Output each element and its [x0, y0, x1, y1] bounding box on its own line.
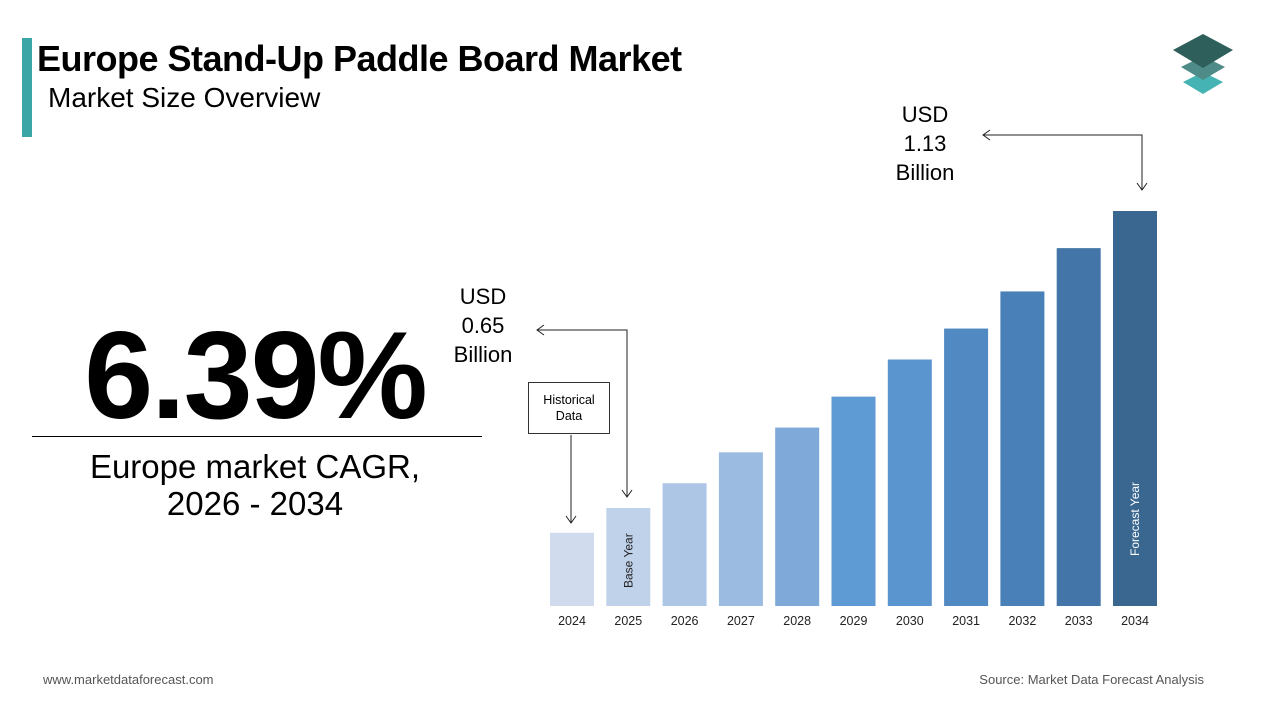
x-tick-label: 2031 [952, 614, 980, 628]
divider [32, 436, 482, 437]
start-arrow [536, 324, 633, 498]
title-accent-bar [22, 38, 32, 137]
bar-2025 [606, 508, 651, 606]
callout-text: 0.65 [461, 313, 505, 338]
bar-2032 [1000, 291, 1045, 606]
x-tick-label: 2033 [1065, 614, 1093, 628]
x-tick-label: 2024 [558, 614, 586, 628]
callout-text: USD [459, 284, 507, 309]
x-tick-label: 2029 [840, 614, 868, 628]
bar-2030 [887, 359, 932, 606]
website-link[interactable]: www.marketdataforecast.com [43, 672, 214, 687]
x-tick-label: 2030 [896, 614, 924, 628]
x-tick-label: 2027 [727, 614, 755, 628]
bar-annotation: Forecast Year [1128, 482, 1142, 556]
x-tick-label: 2025 [614, 614, 642, 628]
cagr-label-line1: Europe market CAGR, [89, 448, 421, 485]
stacked-layers-icon [1173, 34, 1233, 94]
callout-arrows [536, 129, 1148, 524]
bar-2034 [1113, 211, 1157, 606]
cagr-label-line2: 2026 - 2034 [166, 485, 344, 522]
start-value-callout: USD 0.65 Billion [443, 282, 523, 369]
bar-2028 [775, 427, 820, 606]
end-value-callout: USD 1.13 Billion [885, 100, 965, 187]
historical-text: Historical [543, 393, 595, 407]
bar-2031 [944, 328, 989, 606]
x-tick-label: 2028 [783, 614, 811, 628]
callout-text: USD [901, 102, 949, 127]
x-tick-label: 2034 [1121, 614, 1149, 628]
page-subtitle: Market Size Overview [48, 82, 321, 113]
bar-2029 [831, 396, 876, 606]
callout-text: 1.13 [903, 131, 947, 156]
bar-annotation: Base Year [621, 533, 635, 588]
bar-2027 [718, 452, 763, 606]
bar-2033 [1056, 248, 1101, 606]
historical-text: Data [555, 409, 583, 423]
end-arrow [982, 129, 1148, 191]
x-tick-label: 2026 [671, 614, 699, 628]
cagr-value: 6.39% [84, 307, 428, 445]
bar-2026 [662, 483, 707, 606]
callout-text: Billion [453, 342, 513, 367]
historical-arrow [565, 435, 577, 524]
x-tick-label: 2032 [1008, 614, 1036, 628]
bar-2024 [550, 532, 594, 606]
source-note: Source: Market Data Forecast Analysis [979, 672, 1204, 687]
callout-text: Billion [895, 160, 955, 185]
historical-data-box: Historical Data [528, 382, 610, 434]
cagr-label: Europe market CAGR, 2026 - 2034 [30, 448, 480, 522]
page-title: Europe Stand-Up Paddle Board Market [37, 38, 682, 79]
